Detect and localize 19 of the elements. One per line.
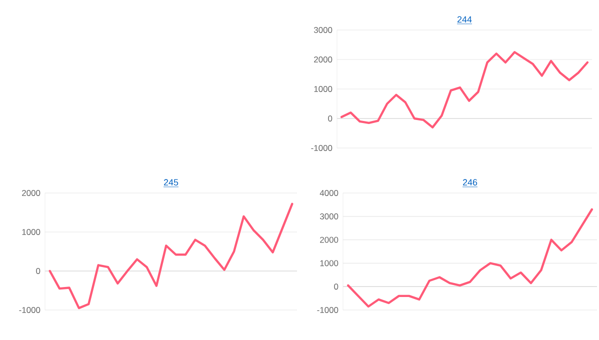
y-tick-label: 3000 (314, 27, 332, 33)
y-tick-label: -1000 (317, 307, 338, 313)
y-tick-label: -1000 (19, 307, 40, 313)
y-tick-label: 0 (334, 284, 338, 290)
chart-title: 245 (164, 179, 178, 186)
y-tick-label: 2000 (320, 236, 338, 243)
line-series (340, 51, 589, 128)
y-tick-label: 2000 (314, 56, 332, 62)
y-tick-label: 2000 (22, 190, 40, 196)
chart-title: 244 (457, 16, 472, 23)
chart-title: 246 (462, 179, 478, 186)
y-tick-label: 4000 (320, 190, 338, 196)
y-tick-label: 1000 (320, 260, 338, 266)
y-tick-label: 1000 (314, 86, 332, 92)
y-tick-label: 1000 (22, 229, 40, 235)
y-tick-label: -1000 (311, 145, 332, 151)
y-tick-label: 0 (36, 268, 40, 274)
y-tick-label: 3000 (320, 213, 338, 220)
y-tick-label: 0 (328, 116, 332, 122)
